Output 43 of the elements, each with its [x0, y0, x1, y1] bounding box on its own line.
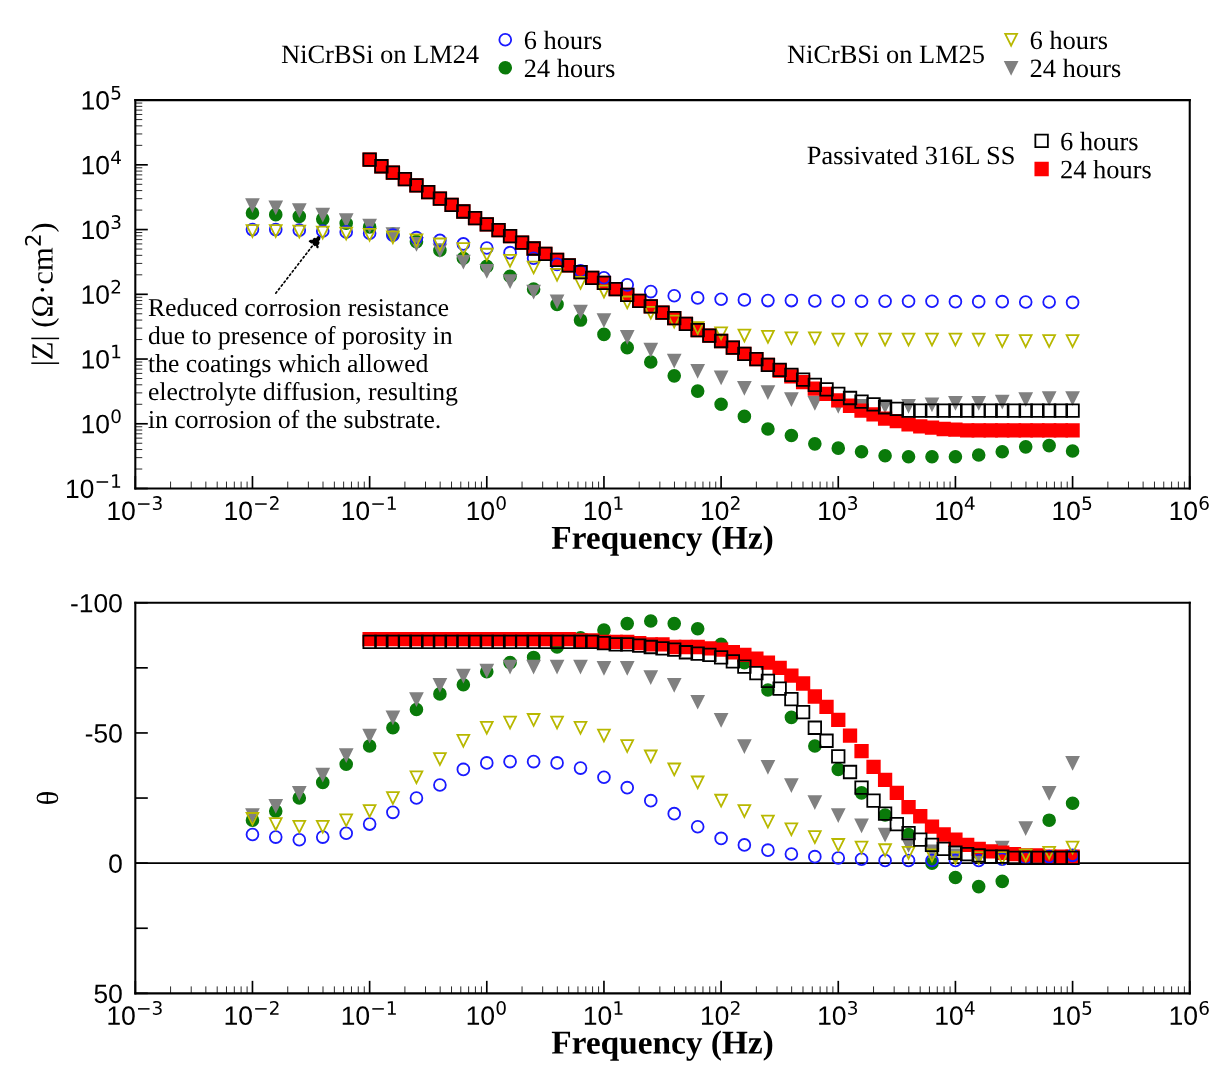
y-tick-label: 0 — [109, 854, 122, 873]
y-tick-label: 10$^{2}$ — [82, 279, 121, 304]
text: NiCrBSi on LM24 — [281, 45, 479, 64]
y-tick-label: -100 — [71, 593, 122, 613]
x-tick-label: 10$^{6}$ — [1170, 1000, 1209, 1026]
y-tick-label: 10$^{3}$ — [82, 215, 121, 240]
legend-label: 24 hours — [1061, 159, 1151, 179]
x-tick-label: 10$^{−3}$ — [108, 496, 162, 521]
x-tick-label: 10$^{5}$ — [1053, 1001, 1092, 1026]
x-tick-label: 10$^{0}$ — [467, 496, 506, 521]
y-axis-title: |Z| (Ω·cm$^{2}$) — [24, 223, 60, 364]
x-tick-label: 10$^{6}$ — [1170, 496, 1209, 521]
x-tick-label: 10$^{−1}$ — [342, 1001, 396, 1026]
x-axis-title: Frequency (Hz) — [551, 525, 773, 556]
x-tick-label: 10$^{0}$ — [467, 1000, 506, 1026]
y-axis-title: θ — [36, 792, 59, 804]
y-tick-label: 10$^{5}$ — [82, 85, 121, 110]
annotation: Reduced corrosion resistance due to presence of porosity in the coatings which allowed electrolyte diffusion, resulting in corrosion of the substrate. — [148, 298, 458, 429]
x-axis-title: Frequency (Hz) — [551, 1030, 773, 1061]
x-tick-label: 10$^{2}$ — [702, 496, 740, 521]
text: NiCrBSi on LM25 — [787, 45, 984, 64]
x-tick-label: 10$^{2}$ — [702, 1000, 740, 1026]
y-tick-label: 10$^{1}$ — [82, 344, 121, 369]
x-tick-label: 10$^{4}$ — [936, 496, 975, 521]
x-tick-label: 10$^{−1}$ — [342, 496, 396, 521]
legend-label: 6 hours — [524, 30, 602, 50]
x-tick-label: 10$^{−2}$ — [225, 496, 279, 521]
y-tick-label: -50 — [85, 724, 122, 743]
x-tick-label: 10$^{−2}$ — [225, 1000, 279, 1026]
x-tick-label: 10$^{1}$ — [584, 1001, 623, 1026]
x-tick-label: 10$^{5}$ — [1053, 496, 1092, 521]
y-tick-label: 10$^{4}$ — [82, 150, 121, 175]
x-tick-label: 10$^{4}$ — [936, 1001, 975, 1026]
legend-label: 24 hours — [524, 58, 615, 78]
x-tick-label: 10$^{1}$ — [584, 496, 623, 521]
legend-label: 24 hours — [1030, 58, 1121, 78]
legend-label: 6 hours — [1061, 131, 1138, 151]
y-tick-label: 10$^{0}$ — [82, 409, 121, 434]
x-tick-label: 10$^{3}$ — [819, 496, 858, 521]
legend-label: 6 hours — [1030, 30, 1108, 50]
annotation: Passivated 316L SS — [807, 145, 1014, 165]
x-tick-label: 10$^{3}$ — [819, 1000, 858, 1026]
y-tick-label: 10$^{−1}$ — [67, 474, 121, 499]
